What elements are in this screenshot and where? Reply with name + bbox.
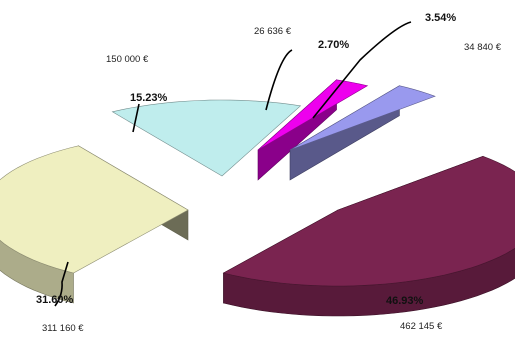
slice-4-top [257, 79, 369, 151]
leader-line-5 [312, 21, 412, 119]
slice-2-percent-label: 31.60% [36, 294, 74, 306]
pie-slice-4 [257, 79, 369, 181]
slice-5-percent-label: 3.54% [425, 12, 456, 24]
slice-3-top [111, 99, 302, 177]
slice-5-value-label: 34 840 € [464, 42, 502, 53]
slice-3-percent-label: 15.23% [130, 92, 168, 104]
pie-slice-1 [222, 155, 515, 317]
leader-line-2 [54, 261, 69, 307]
slice-2-value-label: 311 160 € [42, 323, 84, 334]
slice-4-percent-label: 2.70% [318, 39, 349, 51]
slice-3-value-label: 150 000 € [106, 54, 149, 65]
slice-5-top [289, 85, 436, 151]
pie-slice-5 [289, 85, 436, 181]
slice-2-top [0, 145, 189, 274]
slice-4-value-label: 26 636 € [254, 26, 292, 37]
leader-line-3 [132, 103, 140, 133]
pie-slice-2 [0, 145, 189, 304]
slice-1-value-label: 462 145 € [400, 321, 443, 332]
slice-1-top [222, 155, 515, 287]
slice-1-percent-label: 46.93% [386, 295, 424, 307]
leader-line-4 [265, 49, 293, 111]
pie-slice-3 [111, 99, 302, 177]
